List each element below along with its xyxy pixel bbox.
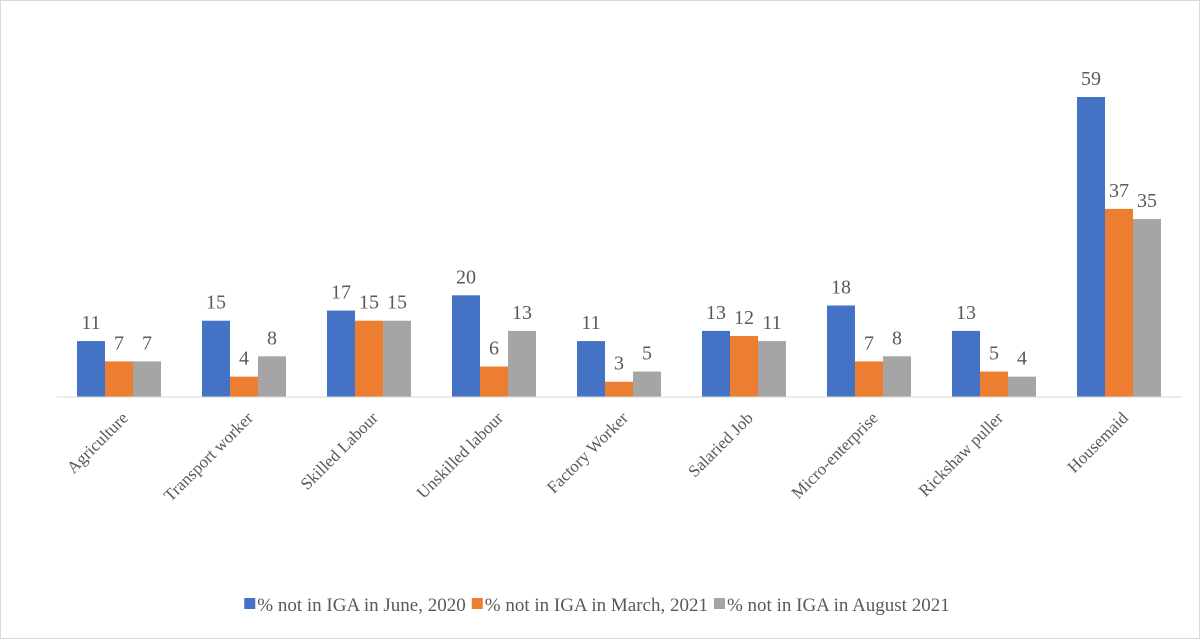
legend-swatch: [713, 598, 725, 609]
data-label: 13: [956, 302, 976, 324]
data-label: 4: [239, 348, 249, 370]
data-label: 15: [359, 292, 379, 314]
data-label: 8: [892, 327, 902, 349]
data-label: 13: [706, 302, 726, 324]
legend: % not in IGA in June, 2020 % not in IGA i…: [244, 595, 950, 616]
data-label: 18: [831, 276, 851, 298]
bar: [355, 320, 383, 397]
bar: [980, 371, 1008, 397]
data-label: 17: [331, 282, 351, 304]
legend-swatch: [471, 598, 483, 609]
data-label: 15: [387, 292, 407, 314]
data-label: 6: [489, 337, 499, 359]
bar: [577, 341, 605, 397]
data-label: 3: [614, 353, 624, 375]
data-label: 35: [1137, 190, 1157, 212]
data-label: 13: [512, 302, 532, 324]
bar: [133, 361, 161, 397]
legend-label: % not in IGA in March, 2021: [485, 595, 708, 616]
data-label: 15: [206, 292, 226, 314]
data-label: 5: [989, 343, 999, 365]
data-label: 8: [267, 327, 277, 349]
data-label: 11: [81, 312, 100, 334]
data-label: 5: [642, 343, 652, 365]
bar: [77, 341, 105, 397]
bar: [633, 371, 661, 397]
bar: [758, 341, 786, 397]
bar: [508, 330, 536, 397]
data-label: 12: [734, 307, 754, 329]
legend-label: % not in IGA in June, 2020: [257, 595, 465, 616]
bar: [827, 305, 855, 397]
bar: [480, 366, 508, 397]
bar: [105, 361, 133, 397]
bar: [883, 356, 911, 397]
bar: [383, 320, 411, 397]
data-label: 59: [1081, 68, 1101, 90]
data-label: 7: [114, 332, 124, 354]
bar: [230, 376, 258, 397]
bar: [1105, 208, 1133, 397]
data-label: 20: [456, 266, 476, 288]
bar: [258, 356, 286, 397]
data-label: 7: [142, 332, 152, 354]
bar: [1133, 219, 1161, 397]
bar: [952, 330, 980, 397]
bar: [452, 295, 480, 397]
bar: [605, 381, 633, 397]
data-label: 4: [1017, 348, 1027, 370]
legend-label: % not in IGA in August 2021: [727, 595, 950, 616]
bar: [1077, 97, 1105, 397]
bar: [702, 330, 730, 397]
data-label: 37: [1109, 180, 1129, 202]
data-label: 11: [581, 312, 600, 334]
bar: [327, 310, 355, 397]
bar: [730, 335, 758, 397]
data-label: 11: [762, 312, 781, 334]
data-label: 7: [864, 332, 874, 354]
bar: [202, 320, 230, 397]
bar: [855, 361, 883, 397]
legend-swatch: [244, 598, 256, 609]
bar: [1008, 376, 1036, 397]
